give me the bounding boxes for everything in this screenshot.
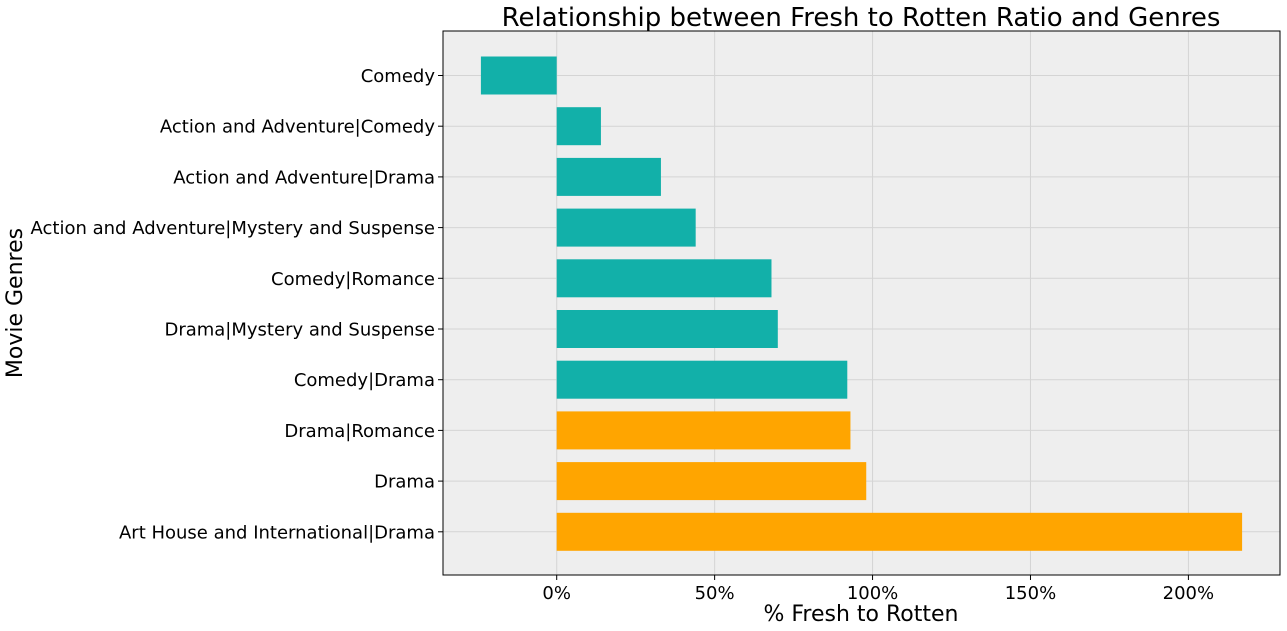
y-tick-label: Action and Adventure|Comedy (160, 117, 435, 138)
bar (556, 411, 851, 450)
y-tick-label: Drama|Romance (284, 421, 435, 442)
bar (556, 208, 696, 247)
bar (556, 462, 867, 501)
x-tick-label: 0% (542, 583, 571, 604)
bar (556, 259, 772, 298)
x-tick-label: 150% (1005, 583, 1056, 604)
y-tick-label: Art House and International|Drama (119, 522, 435, 543)
y-axis: Comedy Action and Adventure|Comedy Action … (31, 66, 443, 543)
y-tick-label: Comedy (361, 66, 436, 87)
y-tick-label: Drama|Mystery and Suspense (164, 320, 435, 341)
x-tick-label: 100% (847, 583, 898, 604)
y-axis-title: Movie Genres (3, 228, 28, 378)
bar (556, 310, 778, 348)
y-tick-label: Drama (374, 472, 435, 493)
y-tick-label: Comedy|Romance (271, 269, 435, 290)
x-tick-label: 50% (695, 583, 735, 604)
x-tick-label: 200% (1163, 583, 1214, 604)
bar (556, 360, 848, 399)
x-axis: 0% 50% 100% 150% 200% (542, 575, 1214, 604)
y-tick-label: Action and Adventure|Mystery and Suspens… (31, 218, 435, 239)
bar (556, 107, 601, 146)
bar (556, 512, 1243, 551)
bar (556, 157, 661, 196)
y-tick-label: Action and Adventure|Drama (173, 167, 435, 188)
bars (480, 56, 1243, 551)
plot-frame (442, 30, 1281, 576)
chart-title: Relationship between Fresh to Rotten Rat… (502, 3, 1221, 33)
y-tick-label: Comedy|Drama (294, 370, 435, 391)
x-axis-title: % Fresh to Rotten (763, 602, 958, 627)
bar (480, 56, 557, 95)
